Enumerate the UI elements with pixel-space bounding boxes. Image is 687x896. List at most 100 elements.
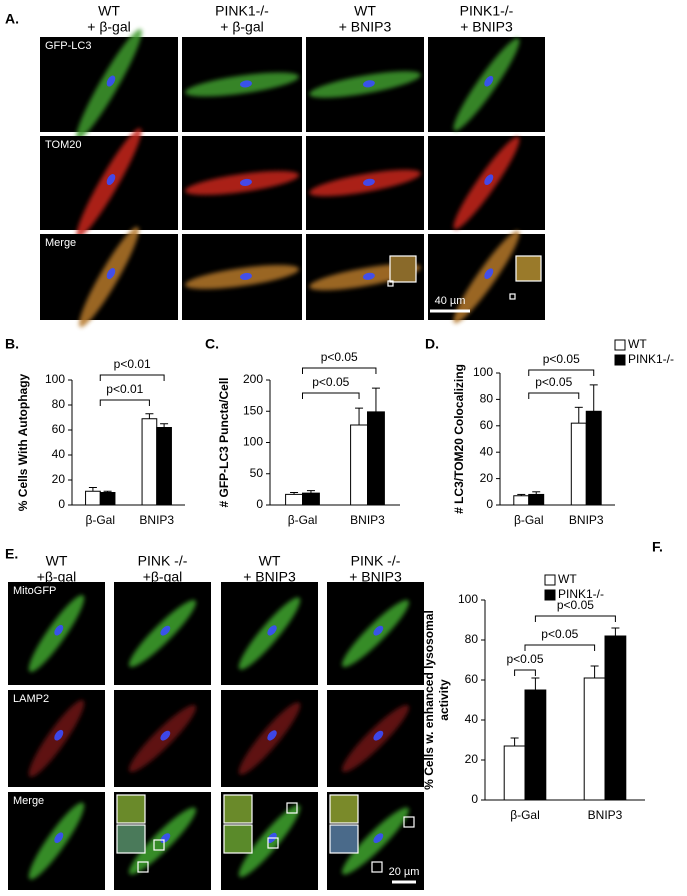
bar: [85, 490, 101, 506]
y-tick-label: 100: [243, 435, 263, 449]
row-label: LAMP2: [13, 693, 49, 705]
inset: [515, 255, 542, 282]
nucleus: [54, 624, 64, 636]
legend-label: PINK1-/-: [558, 587, 604, 601]
inset: [267, 837, 279, 849]
x-tick-label: BNIP3: [350, 513, 385, 527]
cell: [28, 700, 85, 777]
column-header: PINK1-/-: [215, 3, 269, 19]
error-bar: [88, 487, 97, 492]
y-tick-label: 200: [243, 372, 263, 386]
nucleus: [267, 730, 277, 741]
column-header: + BNIP3: [349, 569, 402, 585]
nucleus: [373, 625, 384, 636]
cell: [128, 599, 197, 668]
column-header: PINK -/-: [351, 553, 401, 569]
column-header: + β-gal: [220, 19, 263, 35]
x-tick-label: β-Gal: [288, 513, 318, 527]
error-bar: [306, 490, 315, 494]
bar: [285, 493, 304, 506]
error-bar: [160, 423, 169, 428]
column-header: + BNIP3: [339, 19, 392, 35]
y-axis-label: # LC3/TOM20 Colocalizing: [452, 364, 466, 514]
inset: [389, 255, 417, 283]
legend-label: WT: [628, 337, 647, 351]
nucleus: [267, 625, 277, 636]
cell: [128, 704, 197, 773]
bar: [156, 427, 172, 506]
row-label: GFP-LC3: [45, 40, 91, 52]
bar: [528, 493, 545, 506]
panel-label: B.: [5, 336, 19, 352]
y-tick-label: 100: [458, 592, 478, 606]
panel-label: A.: [5, 11, 19, 27]
nucleus: [160, 833, 171, 844]
y-tick-label: 80: [480, 392, 494, 406]
nucleus: [54, 832, 64, 844]
nucleus: [106, 268, 116, 280]
significance-bracket: [524, 644, 596, 651]
significance-label: p<0.01: [114, 357, 151, 371]
inset: [403, 816, 415, 828]
x-tick-label: BNIP3: [139, 513, 174, 527]
legend-swatch: [614, 354, 626, 366]
cell: [28, 802, 85, 880]
x-tick-label: β-Gal: [510, 808, 540, 822]
significance-bracket: [99, 399, 150, 406]
nucleus: [362, 272, 375, 280]
significance-bracket: [534, 615, 616, 622]
legend-swatch: [614, 339, 626, 351]
column-header: PINK1-/-: [460, 3, 514, 19]
nucleus: [373, 833, 384, 844]
error-bar: [355, 407, 364, 425]
nucleus: [54, 729, 64, 741]
nucleus: [484, 174, 494, 186]
column-header: + β-gal: [87, 19, 130, 35]
cell: [79, 226, 139, 328]
significance-label: p<0.05: [541, 627, 578, 641]
inset: [153, 839, 165, 851]
inset: [329, 824, 359, 854]
y-tick-label: 40: [480, 444, 494, 458]
y-tick-label: 0: [58, 497, 65, 511]
y-tick-label: 20: [480, 471, 494, 485]
column-header: + BNIP3: [460, 19, 513, 35]
error-bar: [103, 490, 112, 493]
x-tick-label: BNIP3: [588, 808, 623, 822]
inset: [116, 824, 146, 854]
column-header: WT: [354, 3, 376, 19]
inset: [116, 794, 146, 824]
bar: [570, 422, 587, 506]
panel-label: C.: [205, 336, 219, 352]
y-tick-label: 80: [465, 632, 479, 646]
significance-label: p<0.05: [506, 652, 543, 666]
panel-label: D.: [425, 336, 439, 352]
error-bar: [589, 384, 598, 412]
cell: [341, 704, 410, 773]
x-tick-label: BNIP3: [569, 513, 604, 527]
cell: [238, 702, 301, 775]
nucleus: [484, 75, 494, 87]
y-axis-label: # GFP-LC3 Puncta/Cell: [217, 377, 231, 507]
y-tick-label: 80: [52, 397, 66, 411]
bar: [503, 745, 526, 801]
row-label: Merge: [13, 795, 44, 807]
panel-label: E.: [5, 546, 18, 562]
error-bar: [290, 492, 299, 495]
y-tick-label: 50: [250, 466, 264, 480]
y-tick-label: 40: [465, 712, 479, 726]
significance-bracket: [302, 367, 377, 374]
x-tick-label: β-Gal: [85, 513, 115, 527]
y-tick-label: 20: [465, 752, 479, 766]
bar: [99, 492, 116, 506]
cell: [184, 72, 300, 97]
significance-label: p<0.05: [321, 350, 358, 364]
cell: [309, 169, 421, 197]
error-bar: [611, 627, 620, 636]
cell: [453, 230, 520, 324]
cell: [184, 171, 300, 195]
bar: [141, 418, 158, 506]
column-header: PINK -/-: [138, 553, 188, 569]
y-tick-label: 100: [45, 372, 65, 386]
